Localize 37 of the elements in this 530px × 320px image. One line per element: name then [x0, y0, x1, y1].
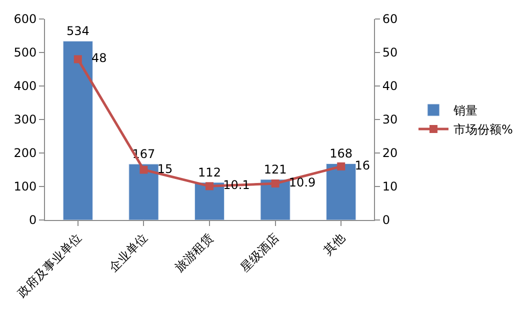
point [206, 182, 214, 190]
y2-tick-label: 10 [382, 180, 398, 194]
x-tick-label: 旅游租赁 [172, 230, 216, 275]
data-label: 10.9 [281, 175, 316, 190]
data-label: 168 [330, 146, 353, 161]
point [271, 179, 280, 188]
y2-tick-label: 60 [382, 12, 398, 26]
data-label: 112 [198, 165, 221, 180]
y-tick-label: 400 [14, 79, 37, 94]
data-label: 16 [354, 158, 370, 172]
y2-tick-label: 50 [382, 46, 398, 60]
y-tick-label: 0 [28, 213, 37, 228]
bar [62, 40, 93, 220]
y2-tick-label: 20 [382, 146, 398, 160]
bar [326, 163, 356, 220]
y2-tick-label: 0 [382, 213, 390, 228]
x-tick-label: 星级酒店 [238, 230, 282, 275]
x-tick-label: 企业单位 [106, 230, 150, 275]
x-tick-label: 其他 [320, 230, 348, 258]
x-tick-label: 政府及事业单位 [14, 230, 84, 300]
data-label: 534 [66, 24, 90, 38]
point [140, 166, 148, 174]
y2-tick-label: 30 [382, 112, 398, 127]
y-tick-label: 500 [14, 46, 37, 60]
y-tick-label: 300 [14, 112, 37, 127]
bar [260, 179, 290, 220]
data-label: 15 [150, 162, 173, 176]
legend-label: 市场份额% [453, 122, 513, 137]
data-label: 121 [264, 162, 287, 176]
y2-tick-label: 40 [382, 79, 398, 94]
bar [128, 164, 159, 220]
legend-label: 销量 [452, 104, 478, 118]
y-tick-label: 600 [14, 12, 37, 26]
point [74, 55, 82, 64]
y-tick-label: 200 [14, 146, 37, 160]
y-tick-label: 100 [14, 180, 37, 194]
point [337, 162, 346, 170]
